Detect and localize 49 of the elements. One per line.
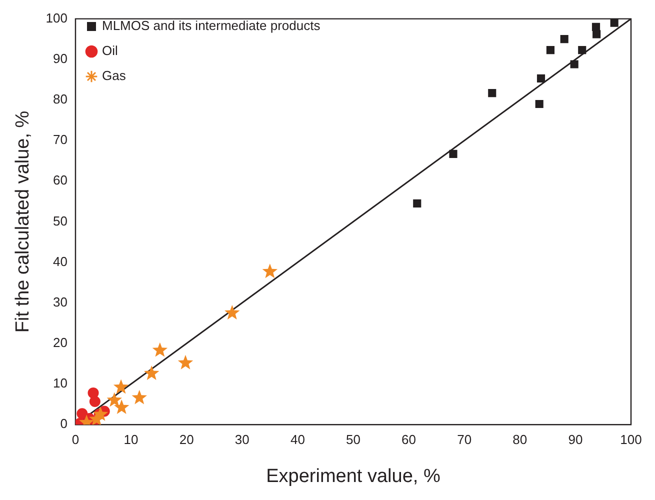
point xyxy=(592,30,601,38)
y-tick-label: 40 xyxy=(53,254,68,269)
y-tick-label: 30 xyxy=(53,294,68,310)
x-tick-label: 80 xyxy=(512,432,528,447)
point xyxy=(546,46,554,54)
y-tick-label: 0 xyxy=(60,416,68,432)
x-axis-title: Experiment value, % xyxy=(266,466,440,487)
point xyxy=(610,18,618,27)
y-tick-label: 80 xyxy=(53,92,68,107)
x-tick-label: 0 xyxy=(72,432,80,447)
legend-label: Oil xyxy=(102,43,118,58)
x-tick-label: 50 xyxy=(346,432,360,447)
x-tick-label: 10 xyxy=(124,432,138,447)
point xyxy=(449,150,458,158)
y-axis-title: Fit the calculated value, % xyxy=(12,110,34,333)
y-tick-label: 10 xyxy=(53,376,68,391)
y-tick-label: 90 xyxy=(53,50,68,66)
y-tick-label: 100 xyxy=(46,10,68,26)
point xyxy=(570,60,578,68)
point xyxy=(89,396,100,407)
point xyxy=(536,74,546,82)
x-tick-label: 40 xyxy=(290,432,305,447)
point xyxy=(262,264,278,278)
point xyxy=(106,392,122,407)
point xyxy=(113,379,129,394)
legend-label: Gas xyxy=(102,68,126,84)
point xyxy=(488,89,496,98)
x-tick-label: 30 xyxy=(234,432,250,447)
y-tick-label: 60 xyxy=(53,172,68,188)
x-tick-label: 100 xyxy=(620,432,642,447)
point xyxy=(114,400,130,414)
point xyxy=(535,100,544,108)
point xyxy=(560,35,568,44)
x-tick-label: 60 xyxy=(402,432,416,447)
y-tick-label: 20 xyxy=(53,335,68,350)
y-tick-label: 50 xyxy=(53,213,68,228)
point xyxy=(413,199,422,208)
x-tick-label: 90 xyxy=(568,432,583,447)
point xyxy=(178,354,194,370)
point xyxy=(224,305,240,320)
x-tick-label: 20 xyxy=(179,432,194,447)
point xyxy=(88,411,104,425)
point xyxy=(578,46,586,54)
y-tick-label: 70 xyxy=(53,132,68,148)
point xyxy=(132,390,147,404)
point xyxy=(152,342,168,357)
legend-label: MLMOS and its intermediate products xyxy=(102,18,321,34)
point xyxy=(144,365,160,380)
x-tick-label: 70 xyxy=(457,432,472,447)
